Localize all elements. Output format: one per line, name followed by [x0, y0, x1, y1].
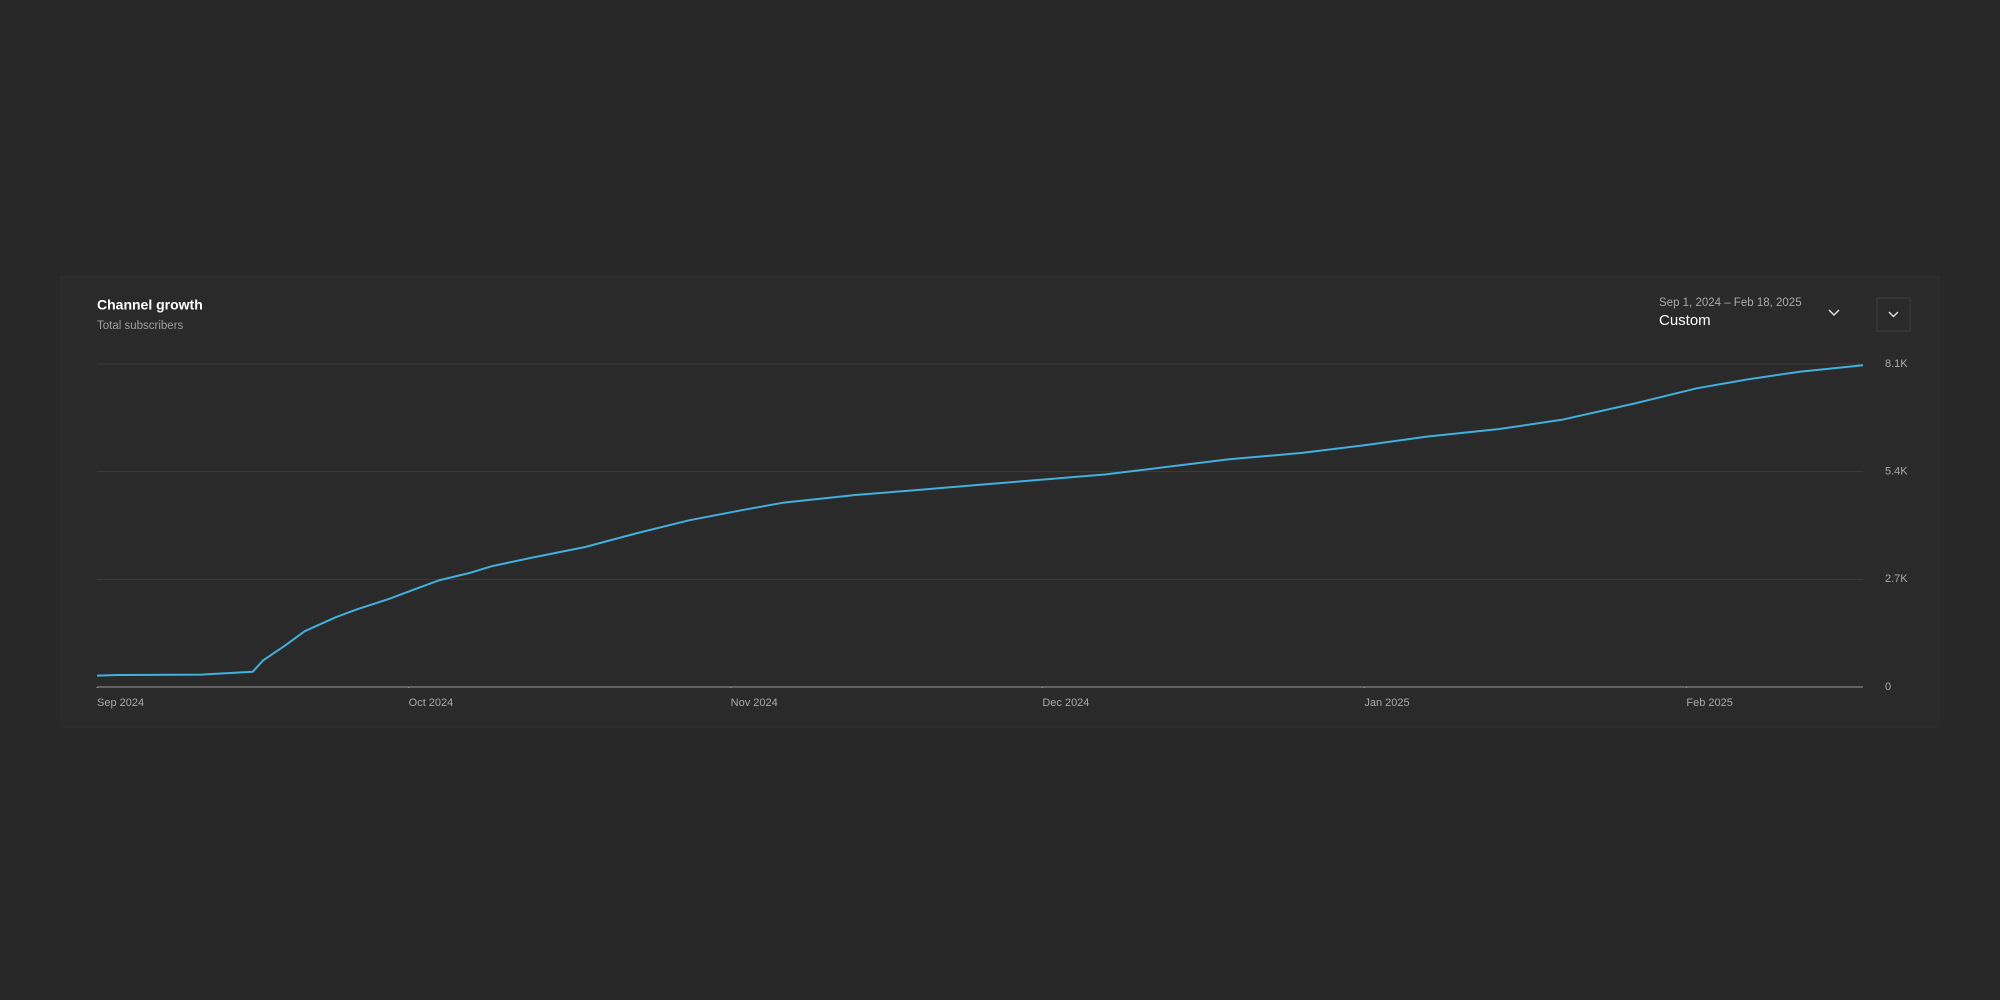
card	[60, 276, 1940, 728]
y-tick-label: 8.1K	[1885, 358, 1908, 370]
x-tick-label: Feb 2025	[1686, 697, 1732, 709]
date-picker[interactable]: Sep 1, 2024 – Feb 18, 2025 Custom	[1659, 297, 1840, 329]
chart-title: Channel growth	[97, 297, 203, 313]
chevron	[1828, 309, 1840, 317]
collapse-button[interactable]	[1876, 297, 1911, 332]
line	[96, 364, 1864, 677]
x-tick-label: Oct 2024	[409, 697, 454, 709]
y-tick-label: 5.4K	[1885, 466, 1908, 478]
x-tick-label: Jan 2025	[1364, 697, 1409, 709]
y-tick-label: 2.7K	[1885, 573, 1908, 585]
y-tick-label: 0	[1885, 681, 1891, 693]
date-preset: Custom	[1659, 312, 1711, 329]
chevron	[1888, 311, 1899, 318]
x-tick-label: Sep 2024	[97, 697, 144, 709]
x-tick-label: Nov 2024	[731, 697, 778, 709]
x-tick-label: Dec 2024	[1042, 697, 1089, 709]
chart-subtitle: Total subscribers	[97, 320, 184, 332]
date-range: Sep 1, 2024 – Feb 18, 2025	[1659, 297, 1802, 309]
button-frame	[1876, 297, 1911, 332]
